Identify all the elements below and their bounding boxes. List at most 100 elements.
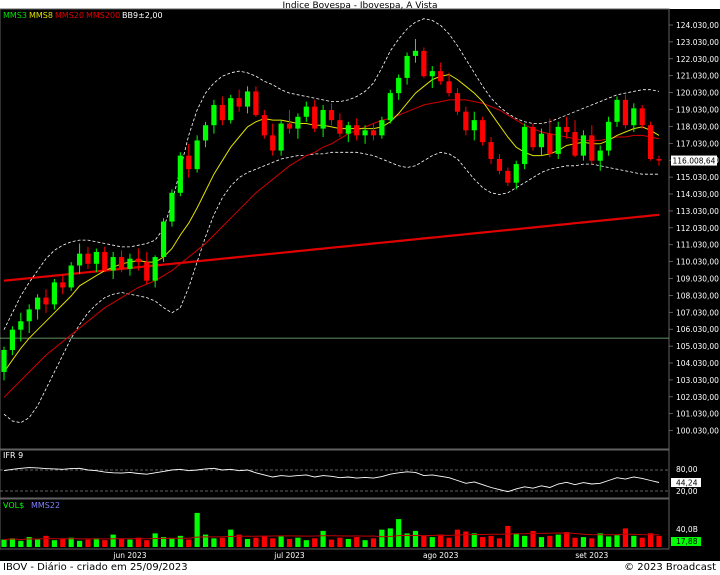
candle [387, 89, 393, 124]
candle-body [345, 125, 351, 134]
candle [379, 116, 385, 139]
candle-body [597, 150, 603, 161]
candle-body [303, 106, 309, 117]
chart-title: Indice Bovespa - Ibovespa, A Vista [283, 1, 438, 11]
footer: IBOV - Diário - criado em 25/09/2023 © 2… [0, 561, 720, 575]
volume-bar [118, 538, 125, 547]
candle [177, 152, 183, 197]
rsi-tick-upper: 80,00 [676, 465, 698, 474]
candle [454, 88, 461, 116]
volume-bar [412, 530, 419, 547]
volume-bar [547, 535, 553, 547]
volume-bar [572, 537, 578, 547]
candle [370, 123, 377, 141]
candle-body [135, 258, 141, 263]
date-label: ago 2023 [423, 551, 459, 560]
candle [228, 94, 234, 124]
candle [538, 128, 545, 156]
candle [656, 155, 662, 166]
footer-left-text: IBOV - Diário - criado em 25/09/2023 [3, 562, 188, 573]
price-tick-label: 101.030,00 [676, 410, 719, 419]
volume-bars [1, 512, 662, 547]
candle [471, 111, 477, 141]
candle [597, 145, 603, 171]
candle [614, 96, 620, 127]
candle-body [647, 125, 654, 160]
volume-bar [68, 537, 74, 547]
candle-body [93, 251, 99, 264]
candle [522, 123, 528, 170]
volume-bar [438, 534, 444, 547]
candle-body [51, 282, 57, 305]
rsi-path [3, 467, 660, 493]
volume-bar [538, 537, 545, 547]
candle [589, 125, 595, 165]
candle [496, 153, 503, 175]
volume-bar [589, 538, 595, 547]
candle-body [429, 71, 435, 77]
candle-body [438, 71, 444, 82]
price-tick-label: 103.030,00 [676, 376, 719, 385]
candle-body [606, 121, 612, 151]
volume-bar [396, 519, 402, 547]
candle-body [236, 98, 242, 107]
candle-body [522, 126, 528, 165]
volume-bar [1, 539, 7, 547]
candle-body [278, 123, 284, 151]
volume-bar [228, 529, 234, 547]
candle [102, 246, 108, 273]
candle [270, 123, 276, 156]
candle [421, 47, 427, 78]
price-tick-label: 111.030,00 [676, 241, 719, 250]
candle-body [421, 50, 427, 77]
legend-item-mms8: MMS8 [29, 11, 53, 20]
bb-lower-path [3, 151, 659, 424]
candle [412, 39, 419, 63]
price-tick-label: 105.030,00 [676, 342, 719, 351]
candle [43, 289, 49, 313]
candle-body [412, 50, 419, 56]
volume-bar [110, 534, 116, 547]
candle-body [202, 125, 209, 141]
volume-bar [488, 535, 494, 547]
price-axis: 124.030,00 123.030,00 122.030,00 121.030,00… [669, 21, 719, 436]
price-tick-label: 124.030,00 [676, 21, 719, 30]
candle-body [530, 126, 536, 148]
candle [202, 121, 209, 148]
candle-body [463, 111, 469, 131]
candle-body [286, 123, 293, 129]
candle-body [513, 164, 519, 183]
volume-bar [597, 533, 603, 547]
volume-bar [160, 537, 167, 547]
volume-label: VOL$ [3, 501, 24, 510]
candle-body [547, 133, 553, 154]
price-tick-label: 114.030,00 [676, 190, 719, 199]
candle-body [219, 104, 225, 121]
candle [312, 99, 318, 132]
candle [446, 72, 452, 97]
volume-bar [647, 533, 654, 547]
candle [547, 118, 553, 158]
candle [18, 312, 24, 342]
candle-body [60, 282, 66, 288]
legend-item-bb: BB9±2,00 [122, 11, 163, 20]
candle [530, 123, 536, 151]
rsi-last-box [671, 478, 701, 488]
rsi-line [3, 467, 660, 493]
volume-bar [429, 537, 435, 547]
candle-body [312, 106, 318, 129]
candle-body [488, 142, 494, 160]
last-price-marker: 116.008,64 [671, 155, 717, 166]
candle [513, 160, 519, 190]
price-tick-label: 109.030,00 [676, 275, 719, 284]
candle-body [169, 192, 175, 222]
price-tick-label: 107.030,00 [676, 308, 719, 317]
price-panel [0, 8, 670, 450]
price-tick-label: 115.030,00 [676, 173, 719, 182]
candle-body [85, 253, 91, 264]
volume-bar [496, 538, 503, 547]
price-tick-label: 112.030,00 [676, 224, 719, 233]
volume-bar [244, 538, 251, 547]
candle [295, 113, 301, 139]
